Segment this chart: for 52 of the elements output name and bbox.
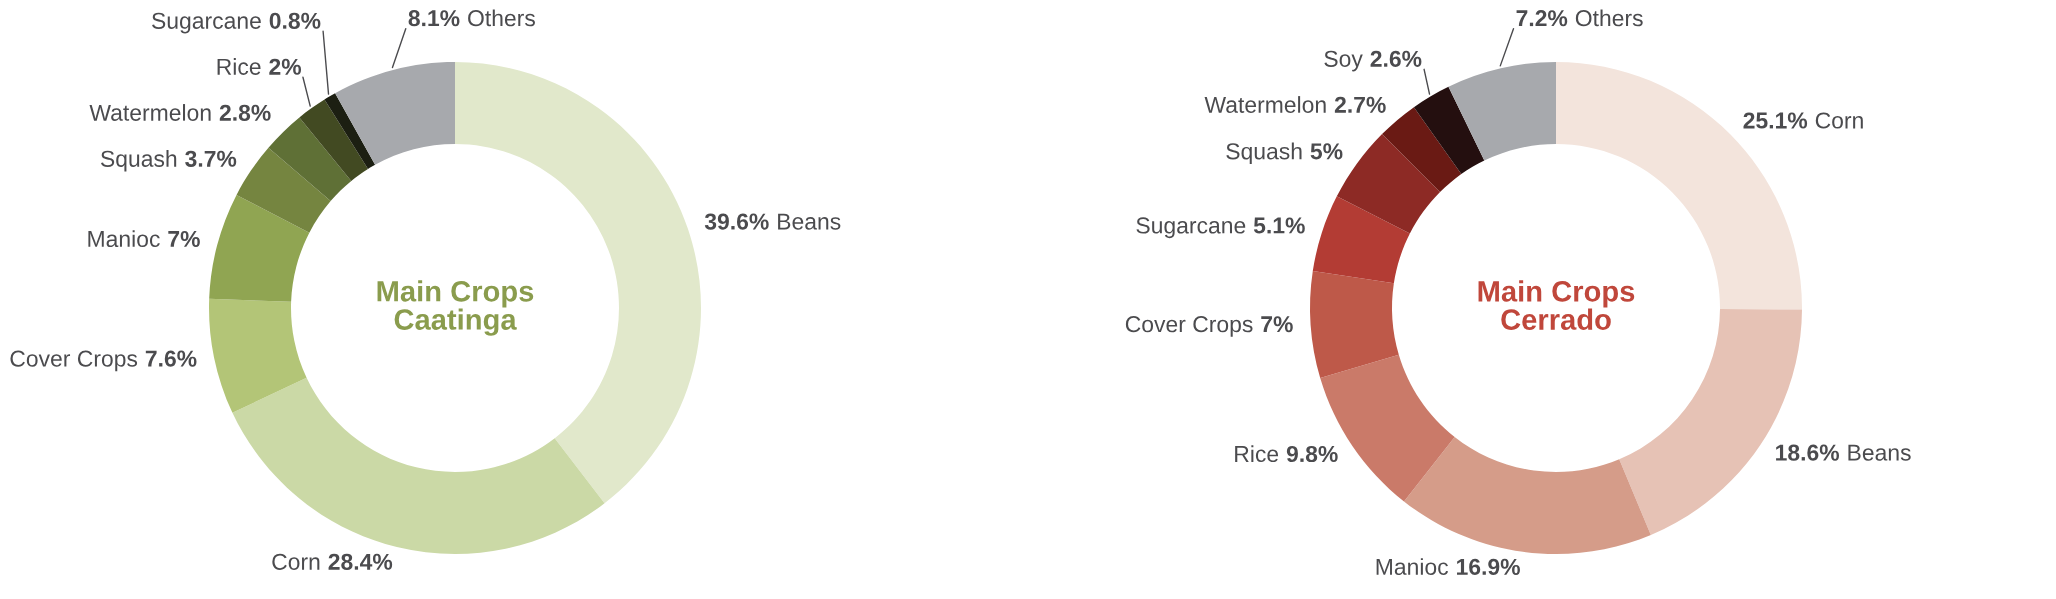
donut-slice <box>1448 62 1556 161</box>
data-label: 28.4% <box>328 553 393 570</box>
donut-slice <box>1404 436 1651 554</box>
data-label: 25.1% <box>1743 112 1808 129</box>
slice-label: Cover Crops <box>1125 316 1253 337</box>
donut-slice <box>299 99 368 181</box>
slice-label: Others <box>1575 9 1643 27</box>
data-label: 39.6% <box>704 213 769 230</box>
slice-label: Rice <box>217 58 261 75</box>
data-label: 2% <box>269 58 302 75</box>
donut-slice <box>209 194 310 302</box>
donut-slice <box>236 147 331 233</box>
slice-label: Sugarcane <box>1136 217 1246 239</box>
data-label: 5% <box>1310 143 1343 160</box>
data-label: 16.9% <box>1457 558 1520 575</box>
data-label: 8.1% <box>408 10 460 27</box>
data-label: 2.6% <box>1370 50 1422 67</box>
slice-label: Others <box>468 9 535 27</box>
slice-label: Beans <box>1848 444 1911 461</box>
data-label: 2.8% <box>219 104 271 121</box>
slice-label: Corn <box>1815 112 1863 129</box>
data-label: 3.7% <box>185 150 237 167</box>
donut-slice <box>232 377 605 554</box>
data-label: 2.7% <box>1334 96 1386 113</box>
slice-label: Watermelon <box>89 104 211 121</box>
data-label: 7.6% <box>145 350 197 367</box>
slice-label: Cover Crops <box>10 350 138 372</box>
donut-slice <box>335 62 455 165</box>
data-label: 7% <box>168 230 200 248</box>
donut-slice <box>1310 271 1399 379</box>
text: Main Crops Caatinga <box>377 280 534 336</box>
donut-slice <box>1413 86 1485 175</box>
donut-slice <box>209 298 307 413</box>
slice-label: Sugarcane <box>152 12 261 34</box>
data-label: 5.1% <box>1253 217 1305 234</box>
slice-label: Soy <box>1324 50 1363 72</box>
donut-slice <box>1312 196 1410 284</box>
slice-label: Squash <box>1226 142 1302 164</box>
data-label: 0.8% <box>269 12 321 29</box>
data-label: 7.2% <box>1516 10 1568 27</box>
text: Main Crops Cerrado <box>1478 280 1635 330</box>
slice-label: Manioc <box>1376 558 1449 575</box>
slice-label: Manioc <box>88 230 160 248</box>
data-label: 18.6% <box>1776 444 1839 461</box>
data-label: 7% <box>1261 316 1293 333</box>
slice-label: Rice <box>1235 445 1279 463</box>
slice-label: Squash <box>100 150 177 172</box>
slice-label: Beans <box>778 213 841 230</box>
donut-slice <box>324 93 376 169</box>
slice-label: Watermelon <box>1204 96 1326 113</box>
data-label: 9.8% <box>1286 445 1338 463</box>
slice-label: Corn <box>272 553 320 570</box>
